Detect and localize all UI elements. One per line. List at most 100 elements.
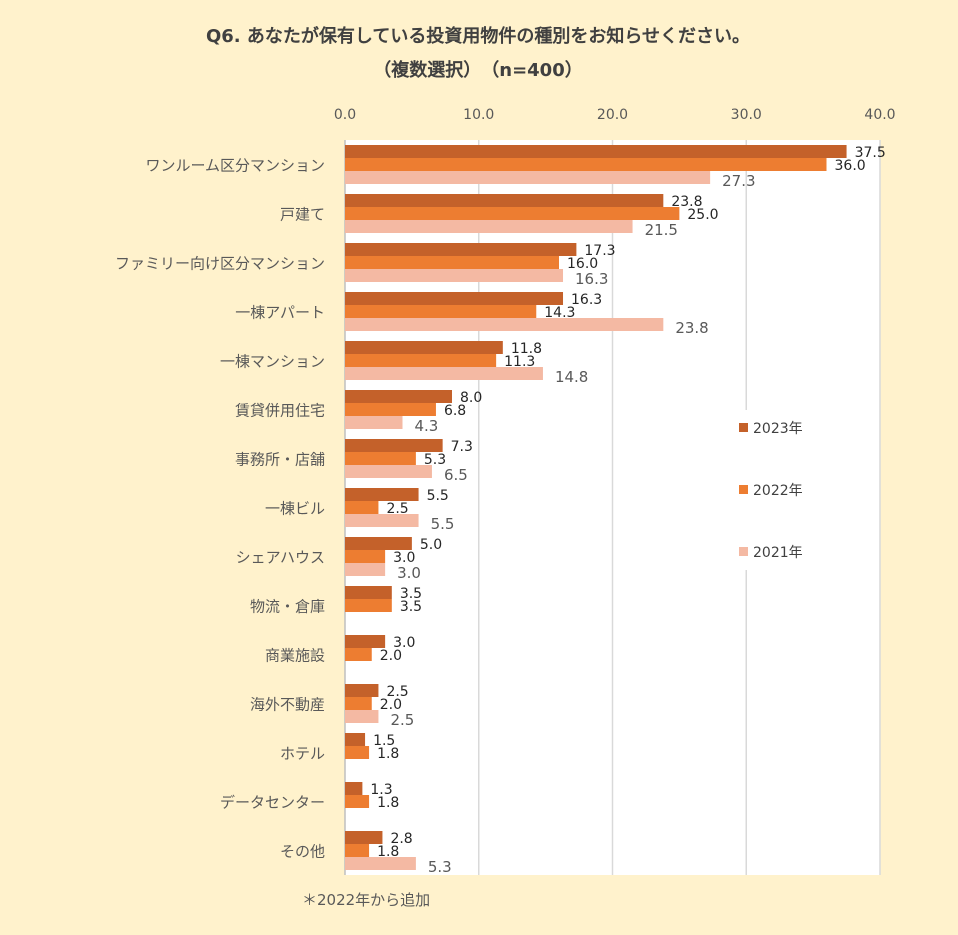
bar-2023-3 bbox=[345, 292, 564, 305]
bar-2022-0 bbox=[345, 158, 827, 171]
chart-title: Q6. あなたが保有している投資用物件の種別をお知らせください。 bbox=[206, 25, 750, 47]
bar-2022-1 bbox=[345, 207, 680, 220]
category-label: その他 bbox=[280, 843, 325, 861]
data-label: 2.5 bbox=[390, 711, 414, 729]
category-label: 物流・倉庫 bbox=[250, 598, 325, 616]
x-tick-label: 0.0 bbox=[334, 107, 356, 123]
data-label: 3.0 bbox=[393, 550, 415, 566]
data-label: 37.5 bbox=[855, 145, 886, 161]
bar-2023-5 bbox=[345, 390, 452, 403]
bar-2021-4 bbox=[345, 367, 543, 380]
legend-label: 2021年 bbox=[753, 545, 803, 561]
legend-swatch bbox=[739, 547, 748, 556]
legend-label: 2023年 bbox=[753, 421, 803, 437]
bar-2021-0 bbox=[345, 171, 711, 184]
data-label: 36.0 bbox=[835, 158, 866, 174]
bar-2022-2 bbox=[345, 256, 559, 269]
data-label: 25.0 bbox=[687, 207, 718, 223]
bar-2022-3 bbox=[345, 305, 537, 318]
category-label: 一棟アパート bbox=[235, 304, 325, 322]
bar-2022-11 bbox=[345, 697, 372, 710]
data-label: 6.8 bbox=[444, 403, 466, 419]
data-label: 27.3 bbox=[722, 172, 755, 190]
bar-2022-9 bbox=[345, 599, 392, 612]
bar-2021-5 bbox=[345, 416, 403, 429]
category-label: データセンター bbox=[220, 794, 325, 812]
bar-2022-6 bbox=[345, 452, 416, 465]
data-label: 7.3 bbox=[451, 439, 473, 455]
data-label: 2.5 bbox=[386, 684, 408, 700]
bar-2023-6 bbox=[345, 439, 443, 452]
data-label: 5.3 bbox=[428, 858, 452, 876]
bar-2021-14 bbox=[345, 857, 416, 870]
bar-2023-9 bbox=[345, 586, 392, 599]
bar-2022-12 bbox=[345, 746, 370, 759]
bar-2022-7 bbox=[345, 501, 379, 514]
bar-2023-8 bbox=[345, 537, 412, 550]
data-label: 21.5 bbox=[645, 221, 678, 239]
x-tick-label: 30.0 bbox=[731, 107, 762, 123]
bar-2021-8 bbox=[345, 563, 386, 576]
category-label: ファミリー向け区分マンション bbox=[115, 255, 325, 273]
data-label: 1.8 bbox=[377, 746, 399, 762]
data-label: 6.5 bbox=[444, 466, 468, 484]
bar-2023-10 bbox=[345, 635, 386, 648]
bar-2021-11 bbox=[345, 710, 379, 723]
category-label: 商業施設 bbox=[265, 647, 325, 665]
category-label: 事務所・店舗 bbox=[235, 451, 325, 469]
bar-2023-0 bbox=[345, 145, 847, 158]
data-label: 16.3 bbox=[571, 292, 602, 308]
bar-2023-7 bbox=[345, 488, 419, 501]
category-label: ワンルーム区分マンション bbox=[145, 157, 325, 175]
x-tick-label: 10.0 bbox=[463, 107, 494, 123]
category-label: 海外不動産 bbox=[250, 696, 325, 714]
bar-2023-1 bbox=[345, 194, 664, 207]
data-label: 11.8 bbox=[511, 341, 542, 357]
chart-subtitle: （複数選択） （n=400） bbox=[373, 59, 582, 81]
bar-2023-12 bbox=[345, 733, 366, 746]
bar-2022-14 bbox=[345, 844, 370, 857]
data-label: 16.3 bbox=[575, 270, 608, 288]
category-label: 一棟ビル bbox=[265, 500, 325, 518]
x-tick-label: 20.0 bbox=[597, 107, 628, 123]
data-label: 14.8 bbox=[555, 368, 588, 386]
legend-label: 2022年 bbox=[753, 483, 803, 499]
bar-2021-6 bbox=[345, 465, 432, 478]
data-label: 8.0 bbox=[460, 390, 482, 406]
data-label: 3.5 bbox=[400, 599, 422, 615]
x-tick-label: 40.0 bbox=[864, 107, 895, 123]
data-label: 5.5 bbox=[427, 488, 449, 504]
bar-2023-14 bbox=[345, 831, 383, 844]
category-label: 一棟マンション bbox=[220, 353, 325, 371]
data-label: 2.8 bbox=[390, 831, 412, 847]
bar-2023-13 bbox=[345, 782, 363, 795]
data-label: 1.8 bbox=[377, 844, 399, 860]
data-label: 17.3 bbox=[584, 243, 615, 259]
data-label: 3.5 bbox=[400, 586, 422, 602]
data-label: 23.8 bbox=[675, 319, 708, 337]
data-label: 1.5 bbox=[373, 733, 395, 749]
data-label: 3.0 bbox=[393, 635, 415, 651]
data-label: 2.0 bbox=[380, 697, 402, 713]
category-label: シェアハウス bbox=[236, 549, 325, 567]
data-label: 14.3 bbox=[544, 305, 575, 321]
data-label: 5.5 bbox=[431, 515, 455, 533]
data-label: 1.3 bbox=[370, 782, 392, 798]
data-label: 16.0 bbox=[567, 256, 598, 272]
category-label: 賃貸併用住宅 bbox=[235, 402, 325, 420]
bar-2023-11 bbox=[345, 684, 379, 697]
data-label: 4.3 bbox=[415, 417, 439, 435]
data-label: 3.0 bbox=[397, 564, 421, 582]
data-label: 2.5 bbox=[386, 501, 408, 517]
legend-swatch bbox=[739, 485, 748, 494]
bar-2022-10 bbox=[345, 648, 372, 661]
bar-2022-4 bbox=[345, 354, 497, 367]
footnote: ＊2022年から追加 bbox=[302, 891, 430, 909]
data-label: 1.8 bbox=[377, 795, 399, 811]
bar-2023-4 bbox=[345, 341, 503, 354]
category-label: ホテル bbox=[280, 745, 325, 763]
bar-2021-1 bbox=[345, 220, 633, 233]
legend-swatch bbox=[739, 423, 748, 432]
bar-2022-8 bbox=[345, 550, 386, 563]
